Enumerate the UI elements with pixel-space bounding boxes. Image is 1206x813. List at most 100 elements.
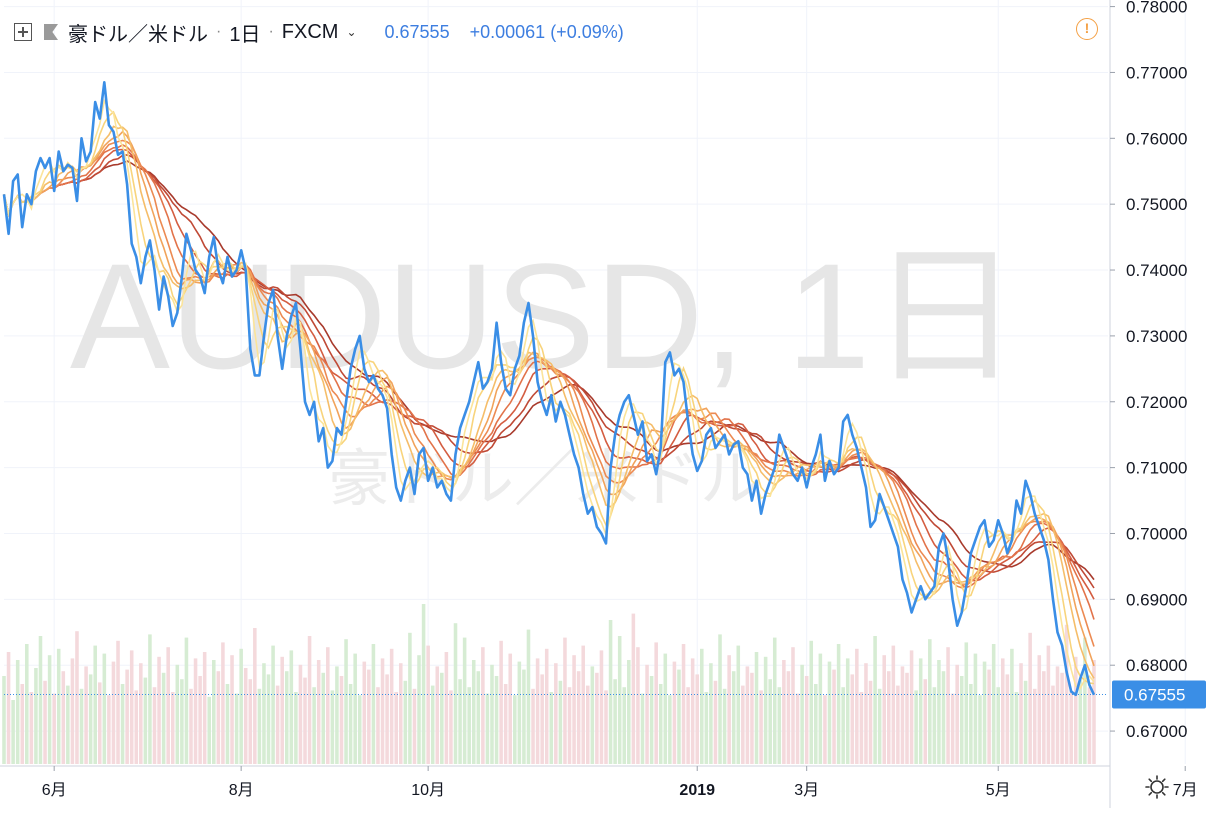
volume-bar (97, 682, 102, 764)
volume-bar (143, 677, 148, 764)
volume-bar (704, 692, 709, 764)
volume-bar (29, 692, 34, 764)
volume-bar (243, 668, 248, 764)
ma-line (3, 110, 1095, 685)
volume-bar (622, 687, 627, 764)
volume-bar (513, 695, 517, 764)
volume-bar (677, 669, 681, 764)
volume-bar (298, 664, 303, 764)
volume-bar (2, 676, 6, 764)
y-tick-label: 0.74000 (1126, 261, 1187, 280)
volume-bar (914, 690, 918, 764)
price-line (2, 81, 1096, 697)
volume-bar (636, 647, 640, 764)
volume-bar (918, 658, 923, 764)
x-tick-label: 7月 (1173, 782, 1198, 799)
volume-bar (640, 693, 645, 764)
ma-ribbon (3, 98, 1095, 690)
volume-bar (1023, 680, 1028, 764)
volume-bar (239, 648, 243, 764)
y-tick-label: 0.75000 (1126, 195, 1187, 214)
volume-bar (52, 693, 56, 764)
volume-bar (385, 674, 389, 764)
x-tick-label: 8月 (229, 782, 254, 799)
volume-bar (827, 661, 832, 764)
volume-bar (38, 636, 43, 764)
volume-bar (809, 640, 814, 764)
volume-bar (1078, 679, 1083, 764)
volume-bar (905, 672, 909, 764)
volume-bar (376, 687, 380, 764)
volume-bar (394, 692, 398, 764)
chevron-down-icon[interactable]: ⌄ (346, 25, 357, 39)
volume-bar (700, 648, 704, 764)
interval[interactable]: 1日 (229, 23, 261, 46)
volume-bar (175, 664, 180, 764)
volume-bar (836, 644, 841, 764)
volume-bar (280, 656, 284, 764)
change-value: +0.00061 (469, 21, 546, 42)
volume-bar (234, 693, 239, 764)
volume-bar (1046, 645, 1051, 764)
add-compare-icon[interactable] (14, 23, 32, 41)
volume-bar (88, 674, 93, 764)
volume-bar (371, 644, 376, 764)
volume-bar (759, 690, 763, 764)
volume-bar (804, 676, 809, 764)
alert-icon[interactable]: ! (1076, 18, 1098, 40)
volume-bar (741, 685, 745, 764)
volume-bar (312, 687, 316, 764)
volume-bar (412, 688, 417, 764)
x-tick-label: 5月 (986, 782, 1011, 799)
volume-bar (398, 663, 403, 764)
volume-bar (617, 636, 622, 764)
settings-gear-icon[interactable] (1144, 774, 1170, 800)
volume-bar (61, 671, 66, 764)
volume-bar (850, 674, 855, 764)
volume-bar (599, 650, 604, 764)
volume-bar (645, 664, 649, 764)
volume-bar (462, 637, 467, 764)
volume-bar (266, 674, 271, 764)
y-tick-label: 0.72000 (1126, 393, 1187, 412)
volume-bar (750, 672, 754, 764)
volume-bar (736, 645, 741, 764)
ma-line (3, 154, 1095, 589)
volume-bar (549, 692, 554, 764)
volume-bar (832, 669, 836, 764)
exchange-name[interactable]: FXCM (281, 20, 339, 43)
y-tick-label: 0.71000 (1126, 459, 1187, 478)
volume-bar (996, 687, 1001, 764)
volume-bar (604, 690, 608, 764)
volume-bar (503, 684, 508, 764)
volume-bar (786, 671, 791, 764)
volume-bar (435, 666, 440, 764)
volume-bar (453, 623, 458, 764)
volume-bar (1042, 671, 1046, 764)
volume-bar (134, 690, 139, 764)
volume-bar (25, 644, 29, 764)
volume-bar (284, 671, 289, 764)
y-tick-label: 0.78000 (1126, 0, 1187, 17)
symbol-name[interactable]: 豪ドル／米ドル (68, 23, 208, 46)
last-price: 0.67555 (384, 21, 450, 42)
price-change: +0.00061 (+0.09%) (470, 22, 624, 43)
volume-bar (585, 685, 590, 764)
volume-bar (590, 666, 595, 764)
y-tick-label: 0.77000 (1126, 63, 1187, 82)
volume-bar (367, 669, 371, 764)
volume-bar (11, 700, 15, 764)
volume-bar (421, 604, 426, 764)
x-tick-label: 2019 (679, 782, 715, 799)
volume-bar (403, 680, 408, 764)
volume-bar (326, 647, 330, 764)
volume-bar (727, 655, 731, 764)
volume-bar (93, 645, 97, 764)
volume-bar (116, 640, 120, 764)
volume-bar (672, 661, 677, 764)
volume-bar (800, 664, 804, 764)
volume-bar (79, 688, 84, 764)
ma-line (3, 125, 1095, 679)
